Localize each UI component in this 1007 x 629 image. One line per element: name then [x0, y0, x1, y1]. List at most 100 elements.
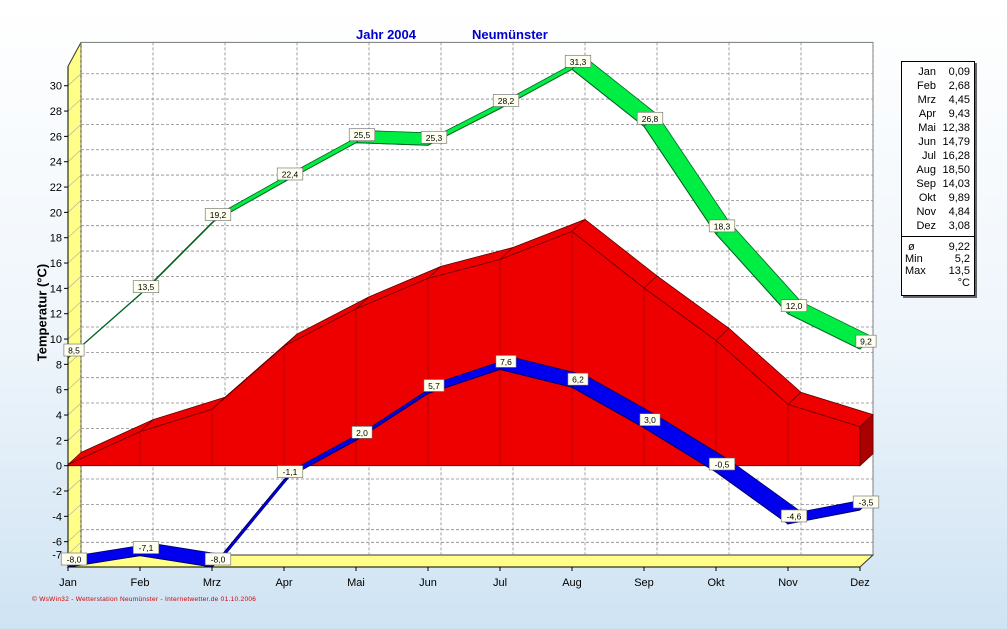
stats-month-name: Jan — [918, 66, 936, 78]
y-tick-label: 24 — [50, 157, 62, 169]
stats-month-name: Apr — [918, 108, 936, 120]
max-data-label: 12,0 — [786, 301, 803, 311]
y-tick-label: -2 — [52, 486, 62, 498]
stats-month-row: Sep 14,03 — [902, 177, 974, 191]
grid-line-depth — [67, 149, 82, 162]
chart-title-station: Neumünster — [472, 27, 548, 42]
grid-line-depth — [67, 529, 82, 542]
max-data-label: 8,5 — [68, 346, 80, 356]
max-ribbon-line — [67, 68, 861, 359]
grid-line-depth — [67, 542, 82, 555]
stats-month-value: 16,28 — [942, 150, 970, 162]
min-ribbon-line — [67, 368, 861, 568]
min-label-box — [423, 379, 445, 392]
y-tick-label: 30 — [50, 81, 62, 93]
grid-line-depth — [67, 301, 82, 314]
grid-line-depth — [67, 250, 82, 264]
min-label-box — [639, 413, 661, 426]
stats-month-value: 0,09 — [948, 66, 970, 78]
y-tick-label: 12 — [50, 309, 62, 321]
stats-max-row: Max 13,5 — [902, 265, 974, 277]
min-data-label: 5,7 — [428, 381, 440, 391]
grid-line-depth — [67, 124, 82, 137]
max-label-box — [780, 299, 808, 313]
stats-month-row: Jan 0,09 — [902, 65, 974, 79]
max-data-label: 13,5 — [138, 282, 155, 292]
stats-month-row: Jun 14,79 — [902, 135, 974, 149]
max-label-box — [636, 111, 664, 125]
min-label-box — [204, 552, 232, 566]
max-label-box — [132, 280, 160, 294]
stats-avg-label: ø — [908, 241, 915, 253]
stats-avg-value: 9,22 — [948, 241, 970, 253]
stats-month-row: Aug 18,50 — [902, 163, 974, 177]
grid-line-depth — [67, 98, 82, 112]
stats-month-name: Jul — [921, 150, 936, 162]
grid-line-depth — [67, 377, 82, 390]
min-label-box — [708, 457, 736, 471]
max-label-box — [420, 130, 448, 144]
stats-month-row: Feb 2,68 — [902, 79, 974, 93]
max-data-label: 22,4 — [282, 169, 299, 179]
stats-month-name: Aug — [916, 164, 936, 176]
stats-month-row: Nov 4,84 — [902, 205, 974, 219]
stats-unit-row: °C — [902, 277, 974, 289]
max-label-box — [708, 219, 736, 233]
max-data-label: 18,3 — [714, 221, 731, 231]
max-label-box — [564, 54, 592, 68]
min-label-box — [567, 372, 589, 386]
min-data-label: 6,2 — [572, 375, 584, 385]
min-label-box — [276, 465, 304, 478]
stats-unit: °C — [957, 277, 970, 289]
stats-month-value: 3,08 — [948, 220, 970, 232]
stats-month-row: Apr 9,43 — [902, 107, 974, 121]
stats-month-row: Mrz 4,45 — [902, 93, 974, 107]
x-tick-label: Jan — [59, 577, 77, 589]
y-tick-label: -7 — [52, 549, 62, 561]
stats-month-value: 14,79 — [942, 136, 970, 148]
stats-month-name: Okt — [918, 192, 936, 204]
y-tick-label: -4 — [52, 511, 62, 523]
min-label-box — [351, 426, 373, 439]
x-tick-label: Feb — [131, 577, 150, 589]
stats-month-row: Jul 16,28 — [902, 149, 974, 163]
stats-min-label: Min — [905, 253, 923, 265]
x-tick-label: Dez — [850, 577, 870, 589]
y-tick-label: 2 — [56, 435, 62, 447]
min-data-label: 2,0 — [356, 428, 368, 438]
stats-month-name: Sep — [916, 178, 936, 190]
stats-max-label: Max — [905, 265, 926, 277]
max-label-box — [348, 128, 376, 142]
max-data-label: 31,3 — [570, 57, 587, 67]
stats-panel: Jan 0,09 Feb 2,68 Mrz 4,45 Apr 9,43 Mai 12,38 Jun 1… — [901, 61, 975, 296]
y-tick-label: -6 — [52, 537, 62, 549]
stats-month-name: Feb — [917, 80, 936, 92]
x-tick-label: Nov — [778, 577, 798, 589]
stats-month-name: Dez — [916, 220, 936, 232]
stats-month-value: 14,03 — [942, 178, 970, 190]
x-tick-label: Aug — [562, 577, 582, 589]
y-tick-label: 18 — [50, 233, 62, 245]
stats-month-value: 4,45 — [948, 94, 970, 106]
stats-avg-row: ø 9,22 — [902, 241, 974, 253]
min-data-label: 3,0 — [644, 415, 656, 425]
stats-month-value: 4,84 — [948, 206, 970, 218]
stats-month-row: Dez 3,08 — [902, 219, 974, 233]
x-tick-label: Apr — [275, 577, 292, 589]
footer-credit: © WsWin32 - Wetterstation Neumünster - I… — [32, 596, 257, 603]
max-data-label: 9,2 — [860, 337, 872, 347]
left-wall — [67, 42, 82, 569]
chart-title-year: Jahr 2004 — [356, 27, 416, 42]
stats-max-value: 13,5 — [948, 265, 970, 277]
stats-month-name: Nov — [916, 206, 936, 218]
y-tick-label: 26 — [50, 131, 62, 143]
min-label-box — [132, 541, 160, 554]
grid-line-depth — [67, 504, 82, 517]
min-label-box — [780, 509, 808, 523]
grid-line-depth — [67, 174, 82, 188]
y-tick-label: 14 — [50, 283, 62, 295]
max-data-label: 25,3 — [426, 133, 443, 143]
min-data-label: -0,5 — [715, 460, 730, 470]
grid-line-depth — [67, 478, 82, 492]
